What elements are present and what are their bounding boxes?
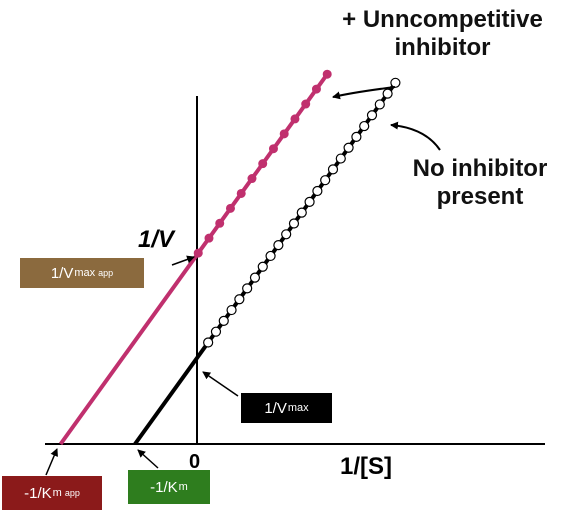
no-inhibitor-label-line1: No inhibitor: [412, 155, 548, 182]
no-inhibitor-point: [234, 294, 245, 305]
uncompetitive-point: [311, 84, 321, 94]
no-inhibitor-point: [281, 229, 292, 240]
no-inhibitor-point: [210, 326, 222, 337]
no-inhibitor-point: [366, 110, 378, 121]
no-inhibitor-point: [359, 120, 370, 132]
y-axis-label: 1/V: [138, 226, 176, 253]
no-inhibitor-point: [265, 250, 276, 262]
uncompetitive-label-line2: inhibitor: [394, 33, 491, 61]
no-inhibitor-point: [351, 131, 362, 143]
x-axis-label: 1/[S]: [340, 453, 392, 480]
no-inhibitor-point: [203, 337, 214, 348]
uncompetitive-point: [247, 174, 257, 184]
vmax-app-main: 1/V: [50, 264, 74, 282]
km-app-tag: app: [64, 487, 80, 498]
uncompetitive-point: [268, 144, 278, 154]
no-inhibitor-point: [296, 207, 307, 218]
vmax-app-arrow: [171, 255, 195, 266]
origin-label: 0: [189, 451, 200, 473]
vmax-arrow: [202, 371, 239, 397]
no-inhibitor-point: [335, 153, 346, 164]
no-inhibitor-point: [288, 218, 300, 229]
no-inhibitor-point: [249, 272, 261, 283]
uncompetitive-point: [204, 233, 214, 243]
uncompetitive-callout-arrow: [332, 86, 396, 100]
no-inhibitor-point: [374, 99, 385, 110]
no-inhibitor-point: [343, 142, 354, 153]
km-app-main: -1/K: [24, 484, 52, 502]
no-inhibitor-point: [320, 175, 331, 186]
no-inhibitor-label-line2: present: [436, 182, 524, 210]
no-inhibitor-callout-arrow: [390, 121, 441, 151]
uncompetitive-point: [322, 69, 332, 79]
vmax-app-sub: max: [74, 266, 96, 279]
vmax-app-tag: app: [98, 267, 114, 278]
uncompetitive-point: [193, 248, 203, 258]
uncompetitive-point: [290, 114, 300, 124]
uncompetitive-label: + Unncompetitive inhibitor: [300, 6, 585, 61]
uncompetitive-label-line1: + Unncompetitive: [342, 6, 543, 33]
no-inhibitor-point: [312, 185, 323, 197]
no-inhibitor-point: [304, 196, 315, 207]
uncompetitive-point: [301, 99, 311, 109]
no-inhibitor-label: No inhibitor present: [380, 155, 580, 210]
uncompetitive-point: [225, 203, 235, 213]
km-box: -1/K m: [128, 470, 210, 504]
uncompetitive-point: [258, 159, 268, 169]
no-inhibitor-point: [327, 164, 339, 175]
no-inhibitor-point: [382, 88, 393, 99]
no-inhibitor-point: [257, 261, 268, 272]
km-sub: m: [178, 480, 188, 493]
no-inhibitor-point: [218, 315, 229, 326]
uncompetitive-point: [279, 129, 289, 139]
uncompetitive-point: [236, 188, 246, 198]
uncompetitive-point: [215, 218, 225, 228]
km-app-arrow: [45, 448, 58, 476]
km-app-sub: m: [52, 486, 62, 499]
no-inhibitor-point: [242, 283, 253, 294]
vmax-main: 1/V: [264, 399, 287, 417]
vmax-box: 1/V max: [241, 393, 332, 423]
vmax-app-box: 1/V max app: [20, 258, 144, 288]
no-inhibitor-point: [273, 240, 284, 251]
no-inhibitor-point: [390, 77, 401, 88]
km-main: -1/K: [150, 478, 178, 496]
vmax-sub: max: [287, 401, 309, 414]
no-inhibitor-point: [226, 304, 237, 316]
km-arrow: [137, 449, 159, 469]
km-app-box: -1/K m app: [2, 476, 102, 510]
